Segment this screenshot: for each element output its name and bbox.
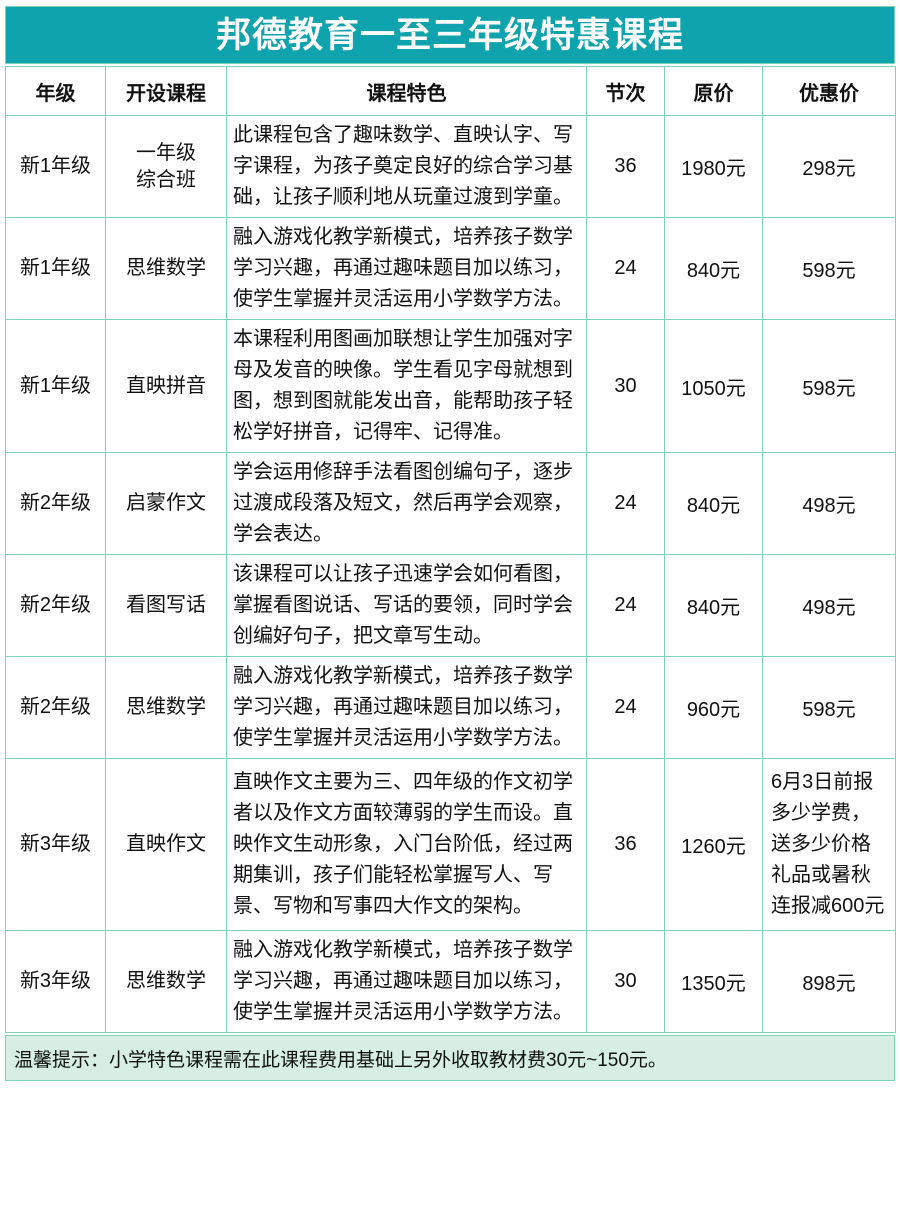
table-row: 新1年级 一年级 综合班 此课程包含了趣味数学、直映认字、写字课程，为孩子奠定良好的… — [5, 115, 896, 218]
table-row: 新3年级 思维数学 融入游戏化教学新模式，培养孩子数学学习兴趣，再通过趣味题目加以练… — [5, 930, 896, 1033]
column-header-sessions: 节次 — [586, 66, 665, 116]
footer-note-text: 温馨提示：小学特色课程需在此课程费用基础上另外收取教材费30元~150元。 — [14, 1049, 667, 1071]
cell-course: 看图写话 — [105, 554, 227, 657]
cell-sessions: 24 — [586, 554, 665, 657]
cell-grade: 新1年级 — [5, 115, 106, 218]
cell-price: 1350元 — [664, 930, 763, 1033]
table-body: 新1年级 一年级 综合班 此课程包含了趣味数学、直映认字、写字课程，为孩子奠定良好的… — [5, 115, 896, 1033]
cell-feature: 融入游戏化教学新模式，培养孩子数学学习兴趣，再通过趣味题目加以练习，使学生掌握并… — [226, 930, 587, 1033]
cell-saleprice: 498元 — [762, 452, 896, 555]
cell-grade: 新3年级 — [5, 930, 106, 1033]
cell-saleprice: 598元 — [762, 656, 896, 759]
cell-course: 思维数学 — [105, 656, 227, 759]
table-row: 新3年级 直映作文 直映作文主要为三、四年级的作文初学者以及作文方面较薄弱的学生而设… — [5, 758, 896, 931]
cell-grade: 新3年级 — [5, 758, 106, 931]
column-header-saleprice: 优惠价 — [762, 66, 896, 116]
cell-sessions: 24 — [586, 656, 665, 759]
table-header-row: 年级 开设课程 课程特色 节次 原价 优惠价 — [5, 66, 896, 116]
table-row: 新2年级 思维数学 融入游戏化教学新模式，培养孩子数学学习兴趣，再通过趣味题目加以练… — [5, 656, 896, 759]
cell-course: 直映作文 — [105, 758, 227, 931]
cell-saleprice: 6月3日前报多少学费，送多少价格礼品或暑秋连报减600元 — [762, 758, 896, 931]
cell-grade: 新1年级 — [5, 217, 106, 320]
column-header-feature: 课程特色 — [226, 66, 587, 116]
cell-course: 直映拼音 — [105, 319, 227, 453]
cell-saleprice: 498元 — [762, 554, 896, 657]
column-header-price: 原价 — [664, 66, 763, 116]
table-row: 新2年级 看图写话 该课程可以让孩子迅速学会如何看图，掌握看图说话、写话的要领，同时… — [5, 554, 896, 657]
cell-price: 840元 — [664, 554, 763, 657]
cell-course: 思维数学 — [105, 930, 227, 1033]
cell-sessions: 36 — [586, 115, 665, 218]
title-banner: 邦德教育一至三年级特惠课程 — [5, 6, 895, 64]
cell-feature: 融入游戏化教学新模式，培养孩子数学学习兴趣，再通过趣味题目加以练习，使学生掌握并… — [226, 656, 587, 759]
page-title: 邦德教育一至三年级特惠课程 — [215, 15, 684, 55]
cell-price: 1980元 — [664, 115, 763, 218]
footer-note: 温馨提示：小学特色课程需在此课程费用基础上另外收取教材费30元~150元。 — [5, 1035, 895, 1081]
cell-feature: 学会运用修辞手法看图创编句子，逐步过渡成段落及短文，然后再学会观察，学会表达。 — [226, 452, 587, 555]
cell-grade: 新2年级 — [5, 656, 106, 759]
cell-price: 1260元 — [664, 758, 763, 931]
cell-saleprice: 298元 — [762, 115, 896, 218]
cell-price: 840元 — [664, 452, 763, 555]
cell-sessions: 24 — [586, 452, 665, 555]
column-header-grade: 年级 — [5, 66, 106, 116]
cell-sessions: 24 — [586, 217, 665, 320]
cell-grade: 新2年级 — [5, 452, 106, 555]
cell-price: 840元 — [664, 217, 763, 320]
cell-price: 1050元 — [664, 319, 763, 453]
cell-saleprice: 598元 — [762, 319, 896, 453]
cell-saleprice: 898元 — [762, 930, 896, 1033]
cell-course: 思维数学 — [105, 217, 227, 320]
cell-sessions: 30 — [586, 930, 665, 1033]
cell-price: 960元 — [664, 656, 763, 759]
cell-feature: 直映作文主要为三、四年级的作文初学者以及作文方面较薄弱的学生而设。直映作文生动形… — [226, 758, 587, 931]
cell-grade: 新2年级 — [5, 554, 106, 657]
column-header-course: 开设课程 — [105, 66, 227, 116]
table-header: 年级 开设课程 课程特色 节次 原价 优惠价 — [5, 66, 896, 116]
cell-grade: 新1年级 — [5, 319, 106, 453]
table-row: 新1年级 思维数学 融入游戏化教学新模式，培养孩子数学学习兴趣，再通过趣味题目加以练… — [5, 217, 896, 320]
cell-feature: 本课程利用图画加联想让学生加强对字母及发音的映像。学生看见字母就想到图，想到图就… — [226, 319, 587, 453]
cell-feature: 融入游戏化教学新模式，培养孩子数学学习兴趣，再通过趣味题目加以练习，使学生掌握并… — [226, 217, 587, 320]
cell-saleprice: 598元 — [762, 217, 896, 320]
table-row: 新1年级 直映拼音 本课程利用图画加联想让学生加强对字母及发音的映像。学生看见字母就… — [5, 319, 896, 453]
cell-feature: 此课程包含了趣味数学、直映认字、写字课程，为孩子奠定良好的综合学习基础，让孩子顺… — [226, 115, 587, 218]
cell-sessions: 30 — [586, 319, 665, 453]
course-table: 年级 开设课程 课程特色 节次 原价 优惠价 新1年级 一年级 综合班 此课程包含了… — [5, 66, 896, 1033]
cell-feature: 该课程可以让孩子迅速学会如何看图，掌握看图说话、写话的要领，同时学会创编好句子，… — [226, 554, 587, 657]
cell-sessions: 36 — [586, 758, 665, 931]
cell-course: 一年级 综合班 — [105, 115, 227, 218]
table-row: 新2年级 启蒙作文 学会运用修辞手法看图创编句子，逐步过渡成段落及短文，然后再学会观… — [5, 452, 896, 555]
cell-course: 启蒙作文 — [105, 452, 227, 555]
